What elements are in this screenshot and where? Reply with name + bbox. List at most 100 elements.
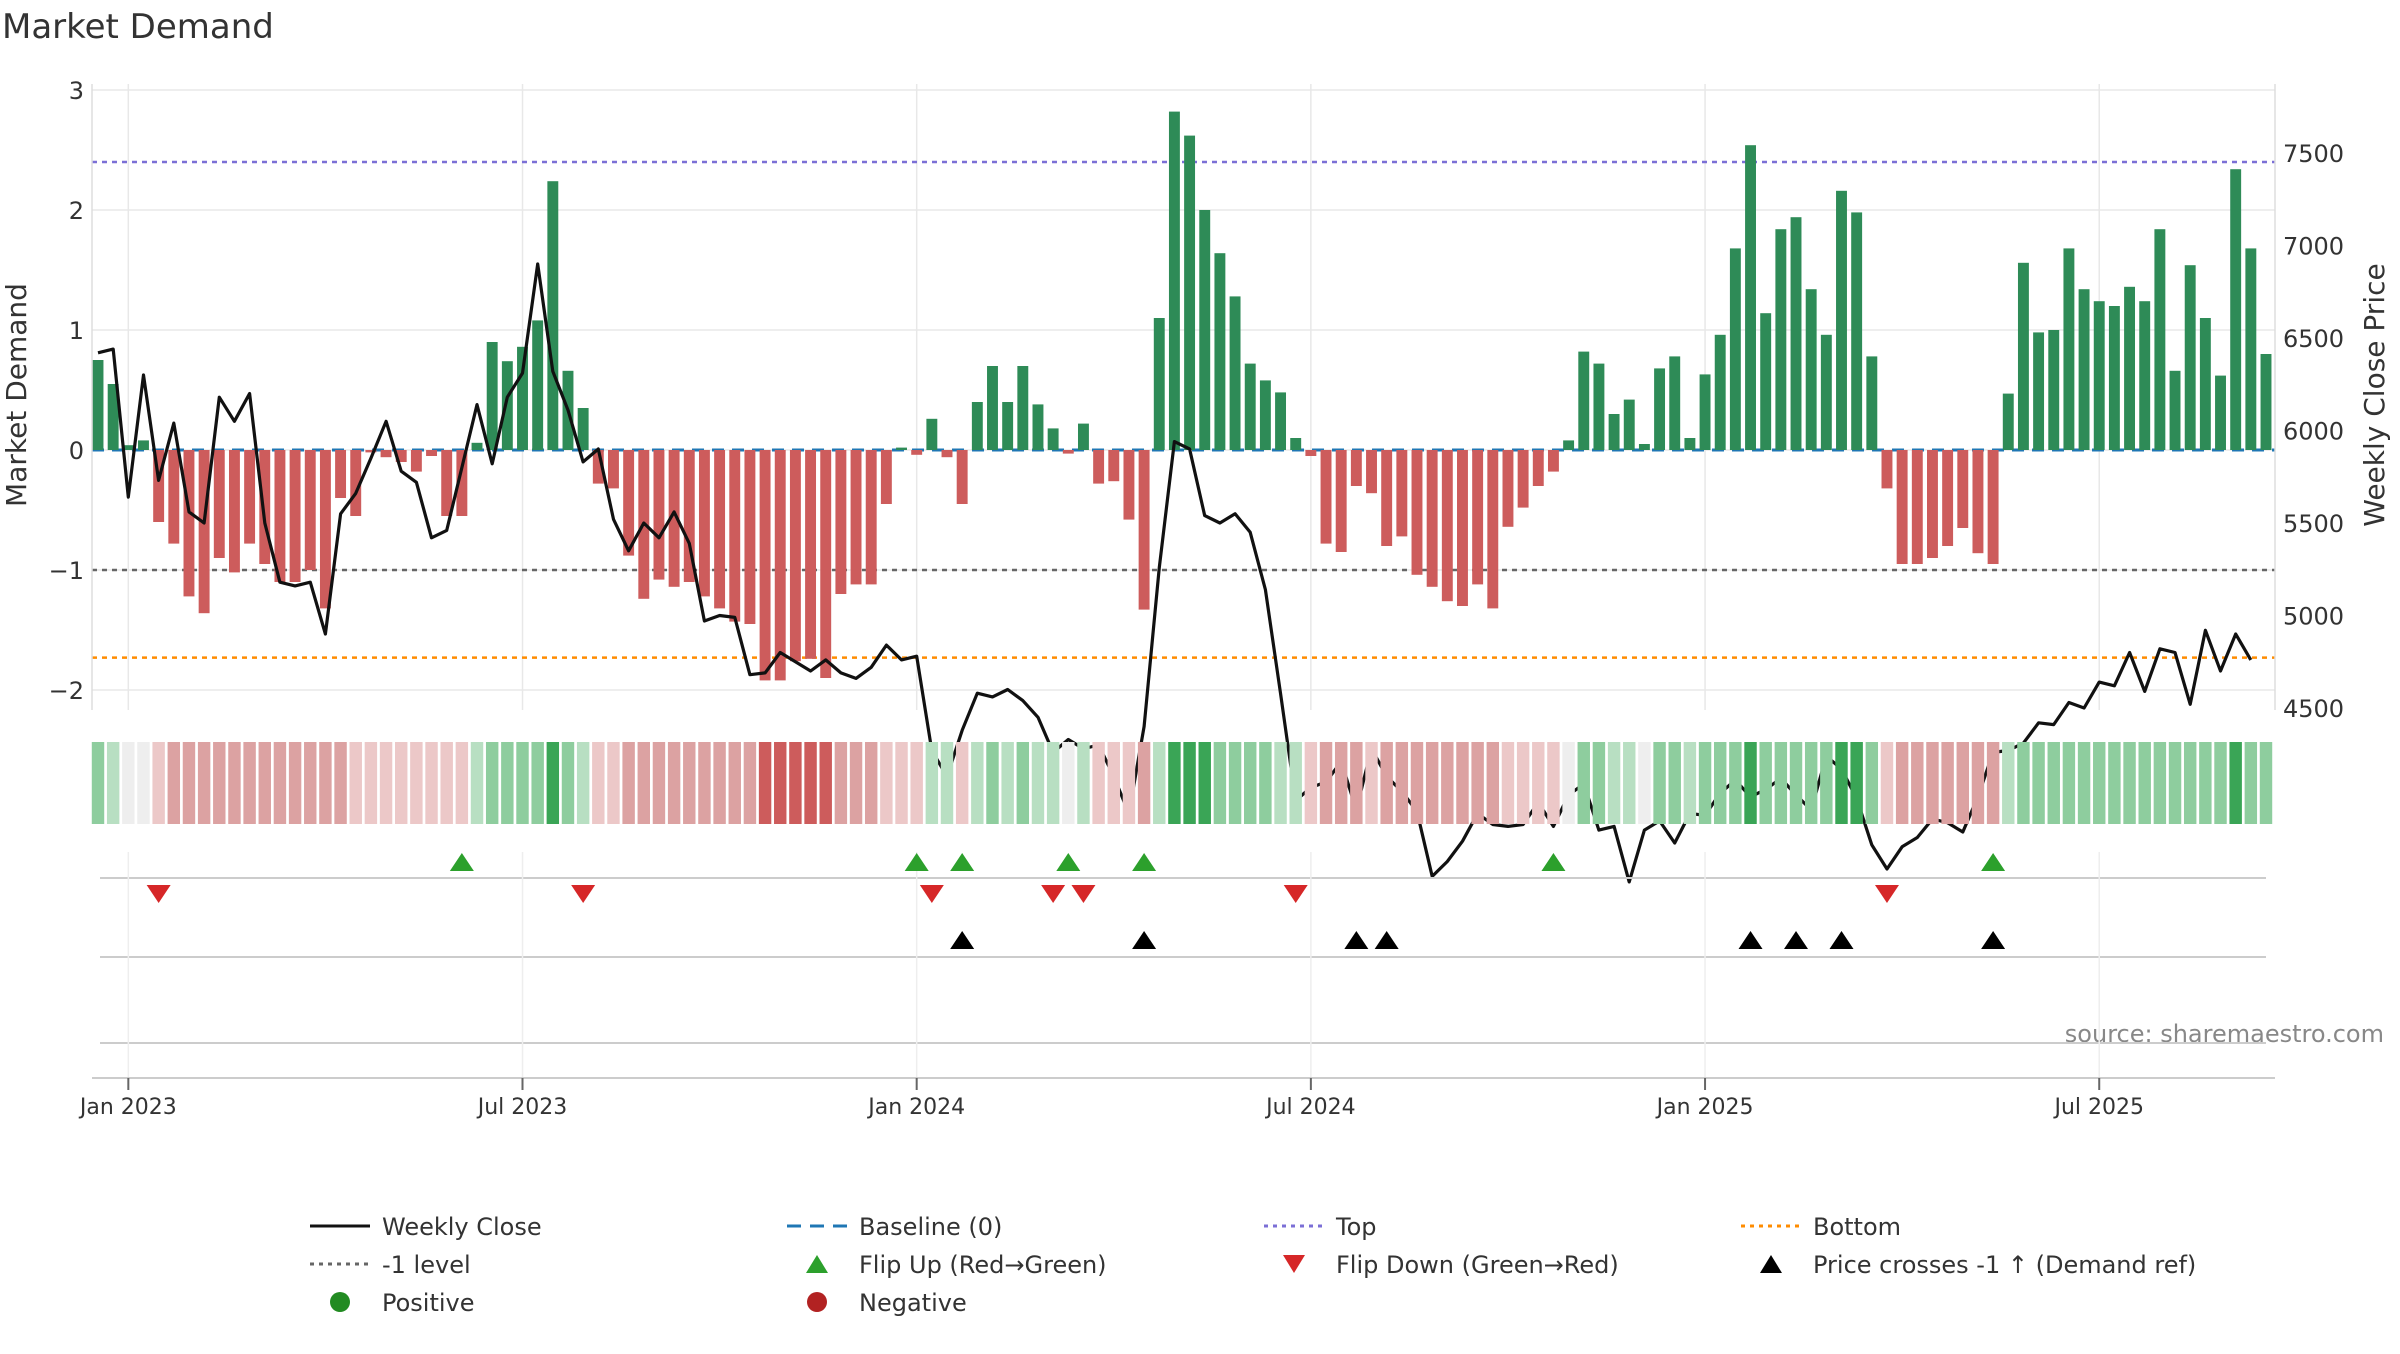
demand-bar — [1229, 296, 1241, 450]
demand-bar — [1502, 450, 1514, 527]
demand-bar — [2093, 301, 2105, 450]
demand-strip-cell — [1926, 742, 1939, 824]
demand-strip-cell — [1471, 742, 1484, 824]
demand-bar — [486, 342, 498, 450]
demand-strip-cell — [1395, 742, 1409, 824]
y-tick-label-right: 4500 — [2283, 695, 2344, 723]
demand-strip-cell — [1107, 742, 1120, 824]
demand-strip-cell — [834, 742, 848, 824]
demand-bar — [623, 450, 635, 556]
demand-bar — [1532, 450, 1544, 486]
demand-bar — [653, 450, 665, 580]
demand-bar — [1077, 423, 1089, 450]
demand-bar — [1335, 450, 1347, 552]
demand-strip-cell — [2047, 742, 2060, 824]
demand-bar — [441, 450, 453, 516]
demand-strip-cell — [622, 742, 635, 824]
demand-bar — [971, 402, 983, 450]
demand-bar — [122, 445, 134, 450]
demand-bar — [1244, 363, 1256, 450]
demand-bar — [911, 450, 923, 455]
demand-bar — [1563, 440, 1575, 450]
demand-bar — [1805, 289, 1817, 450]
x-tick-label: Jan 2024 — [866, 1095, 965, 1120]
legend-symbol-triangle-up — [806, 1255, 828, 1273]
demand-strip-cell — [1031, 742, 1045, 824]
demand-strip-cell — [485, 742, 499, 824]
demand-strip-cell — [789, 742, 802, 824]
demand-strip-cell — [1971, 742, 1985, 824]
demand-bar — [274, 450, 286, 582]
demand-bar — [501, 361, 513, 450]
demand-bar — [1062, 450, 1074, 454]
demand-bar — [547, 181, 559, 450]
x-tick-label: Jul 2024 — [1264, 1095, 1356, 1120]
y-axis-label-left: Market Demand — [0, 283, 33, 507]
demand-strip-cell — [561, 742, 575, 824]
demand-bar — [1957, 450, 1969, 528]
demand-strip-cell — [1274, 742, 1287, 824]
demand-strip-cell — [304, 742, 317, 824]
demand-bar — [774, 450, 786, 681]
price-cross-marker — [950, 931, 975, 949]
demand-strip-cell — [1698, 742, 1712, 824]
demand-strip-cell — [1729, 742, 1742, 824]
demand-strip-cell — [1880, 742, 1894, 824]
demand-bar — [2108, 306, 2120, 450]
demand-bar — [1578, 351, 1590, 450]
y-tick-label-left: 0 — [69, 437, 84, 465]
demand-strip-cell — [1001, 742, 1014, 824]
demand-strip-cell — [2229, 742, 2242, 824]
demand-bar — [2017, 262, 2029, 450]
price-cross-marker — [1132, 931, 1157, 949]
legend-symbol-circle — [330, 1292, 350, 1312]
flip-down-marker — [919, 885, 944, 903]
demand-strip-cell — [1835, 742, 1848, 824]
y-tick-label-right: 7500 — [2283, 140, 2344, 168]
demand-bar — [1927, 450, 1938, 558]
demand-strip-cell — [152, 742, 165, 824]
demand-bar — [395, 450, 407, 462]
demand-strip-cell — [1198, 742, 1211, 824]
demand-strip-cell — [1547, 742, 1560, 824]
demand-bar — [1411, 450, 1423, 575]
price-cross-marker — [1738, 931, 1763, 949]
demand-bar — [1290, 438, 1302, 450]
demand-strip-cell — [698, 742, 711, 824]
demand-strip-cell — [1183, 742, 1196, 824]
demand-strip-cell — [864, 742, 878, 824]
demand-bar — [683, 450, 695, 582]
demand-bar — [410, 450, 422, 472]
demand-strip-cell — [2244, 742, 2258, 824]
flip-down-marker — [571, 885, 596, 903]
demand-strip-cell — [395, 742, 408, 824]
demand-strip-cell — [925, 742, 939, 824]
demand-strip-cell — [1911, 742, 1924, 824]
demand-strip-cell — [910, 742, 923, 824]
demand-bar — [2124, 286, 2136, 450]
demand-bar — [380, 450, 392, 458]
demand-bar — [1972, 450, 1984, 554]
demand-bar — [1214, 253, 1226, 450]
demand-strip-cell — [1577, 742, 1590, 824]
demand-strip-cell — [1789, 742, 1803, 824]
demand-strip-cell — [1259, 742, 1272, 824]
x-tick-label: Jan 2023 — [78, 1095, 177, 1120]
demand-strip-cell — [1653, 742, 1666, 824]
flip-up-marker — [449, 853, 474, 871]
demand-bar — [1275, 392, 1287, 450]
demand-strip-cell — [1380, 742, 1393, 824]
demand-strip-cell — [895, 742, 908, 824]
demand-bar — [2048, 330, 2060, 450]
demand-strip-cell — [1289, 742, 1302, 824]
demand-strip-cell — [1623, 742, 1636, 824]
demand-bar — [1775, 229, 1787, 450]
demand-bar — [698, 450, 710, 597]
demand-strip-cell — [1365, 742, 1378, 824]
demand-strip-cell — [516, 742, 529, 824]
demand-bar — [805, 450, 817, 659]
demand-strip-cell — [2062, 742, 2076, 824]
flip-down-marker — [1874, 885, 1899, 903]
demand-strip-cell — [2077, 742, 2091, 824]
demand-bar — [926, 418, 938, 450]
